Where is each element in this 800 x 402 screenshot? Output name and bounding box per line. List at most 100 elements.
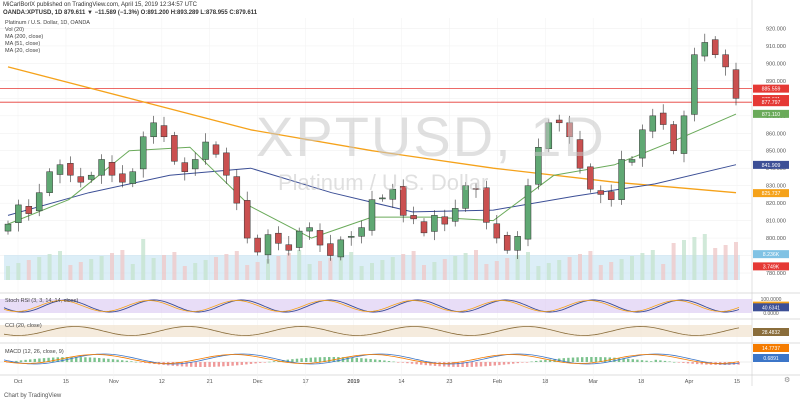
candle-up — [389, 188, 397, 200]
volume-bar — [68, 265, 73, 280]
macd-histogram-bar — [364, 358, 368, 362]
cci-label[interactable]: CCI (20, close) — [5, 323, 42, 329]
candle-down — [285, 244, 293, 251]
macd-histogram-bar — [194, 362, 197, 367]
volume-bar — [609, 262, 614, 280]
macd-histogram-bar — [328, 357, 331, 362]
publish-info: MiCarlBorlX published on TradingView.com… — [3, 2, 197, 8]
price-label-text: 40.6341 — [762, 305, 780, 311]
macd-histogram-bar — [433, 362, 437, 366]
price-label-bg — [753, 303, 789, 312]
macd-histogram-bar — [318, 357, 322, 362]
macd-histogram-bar — [443, 362, 446, 367]
macd-label[interactable]: MACD (12, 26, close, 9) — [5, 349, 64, 355]
legend-title[interactable]: Platinum / U.S. Dollar, 1D, OANDA — [5, 20, 90, 26]
macd-histogram-bar — [29, 359, 32, 362]
candle-down — [233, 176, 241, 204]
macd-histogram-bar — [259, 362, 262, 363]
volume-bar — [172, 252, 177, 280]
macd-histogram-bar — [700, 362, 703, 365]
volume-bar — [578, 254, 582, 280]
macd-histogram-bar — [424, 362, 427, 366]
macd-histogram-bar — [19, 360, 23, 362]
watermark-name: Platinum / U.S. Dollar — [278, 170, 489, 195]
candle-up — [451, 208, 459, 222]
macd-histogram-bar — [668, 361, 671, 363]
y-tick-label: 810.000 — [766, 219, 786, 225]
volume-bar — [349, 252, 354, 280]
candle-up — [514, 236, 521, 251]
macd-histogram-bar — [410, 362, 414, 364]
legend-ma200[interactable]: MA (200, close) — [5, 34, 44, 40]
volume-bar — [713, 248, 718, 280]
macd-histogram-bar — [378, 359, 381, 362]
candle-down — [171, 135, 178, 162]
legend-ma51[interactable]: MA (51, close) — [5, 41, 41, 47]
volume-bar — [47, 254, 52, 280]
candle-up — [431, 215, 438, 232]
candle-up — [337, 239, 345, 258]
candle-down — [212, 144, 220, 155]
candle-down — [327, 243, 334, 256]
macd-histogram-bar — [475, 362, 478, 367]
candle-down — [399, 186, 407, 216]
price-label-text: 871.110 — [762, 112, 780, 118]
x-tick-label: 15 — [63, 379, 69, 385]
volume-bar — [598, 265, 603, 280]
candle-down — [223, 152, 230, 176]
macd-histogram-bar — [272, 361, 276, 362]
volume-bar — [650, 250, 655, 280]
volume-bar — [234, 251, 239, 280]
macd-histogram-bar — [525, 362, 529, 363]
volume-bar — [370, 263, 374, 280]
candle-up — [347, 236, 355, 238]
volume-bar — [297, 250, 302, 280]
macd-histogram-bar — [300, 358, 303, 362]
candle-down — [659, 112, 667, 125]
price-label-text: 3.749K — [763, 264, 780, 270]
cci-band — [0, 325, 752, 337]
legend-vol[interactable]: Vol (20) — [5, 27, 24, 33]
volume-bar — [359, 266, 364, 280]
candle-down — [160, 125, 168, 138]
volume-bar — [453, 256, 458, 280]
candle-down — [472, 188, 480, 190]
macd-histogram-bar — [650, 361, 653, 362]
volume-bar — [307, 264, 312, 280]
candle-up — [129, 171, 137, 184]
macd-histogram-bar — [236, 362, 239, 366]
x-tick-label: 18 — [542, 379, 548, 385]
stoch-rsi-label[interactable]: Stoch RSI (3, 3, 14, 14, close) — [5, 298, 79, 304]
candle-down — [503, 235, 511, 251]
y-tick-label: 890.000 — [766, 79, 786, 85]
price-label-text: 14.7737 — [762, 346, 780, 352]
macd-histogram-bar — [24, 359, 27, 362]
candle-down — [587, 166, 594, 190]
macd-histogram-bar — [245, 362, 248, 365]
candle-up — [701, 42, 709, 57]
volume-bar — [120, 250, 125, 280]
macd-histogram-bar — [682, 362, 685, 363]
macd-histogram-bar — [604, 357, 607, 362]
macd-histogram-bar — [576, 357, 579, 362]
price-label-bg — [753, 98, 789, 107]
macd-histogram-bar — [291, 359, 294, 362]
x-tick-label: 12 — [159, 379, 165, 385]
volume-bar — [89, 259, 94, 280]
volume-bar — [692, 237, 697, 280]
volume-bar — [702, 234, 707, 280]
legend-ma20[interactable]: MA (20, close) — [5, 48, 41, 54]
volume-bar — [130, 264, 135, 280]
ohlc-summary: OANDA:XPTUSD, 1D 879.611 ▼ −11.589 (−1.3… — [3, 10, 258, 16]
macd-histogram-bar — [75, 357, 78, 362]
macd-histogram-bar — [70, 357, 73, 362]
candle-down — [316, 230, 324, 246]
macd-histogram-bar — [249, 362, 253, 364]
macd-histogram-bar — [134, 361, 138, 363]
macd-histogram-bar — [461, 362, 464, 367]
volume-bar — [182, 266, 187, 280]
volume-bar — [37, 257, 42, 280]
candle-down — [410, 215, 417, 220]
tradingview-footer[interactable]: Chart by TradingView — [4, 393, 62, 399]
volume-bar — [474, 250, 478, 280]
